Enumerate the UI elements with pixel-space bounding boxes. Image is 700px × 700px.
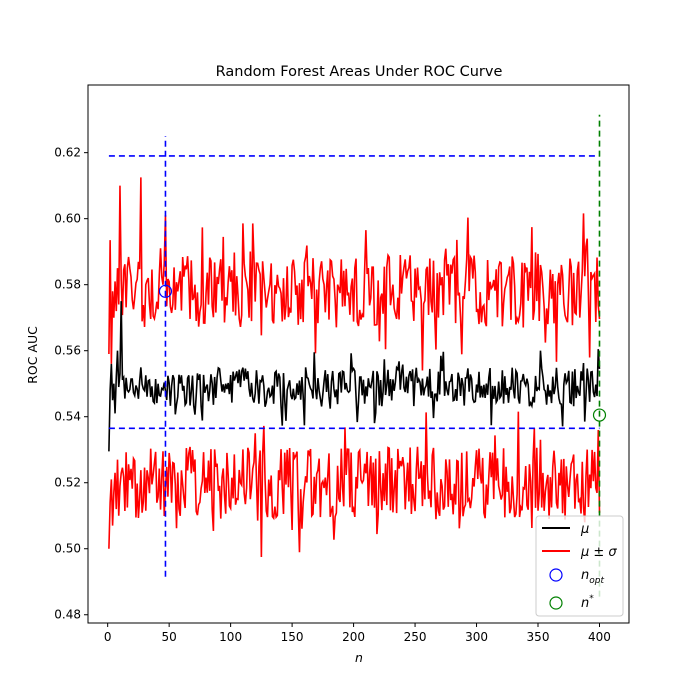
y-axis-label: ROC AUC [25, 326, 40, 384]
legend: μ μ ± σ nopt n* [535, 515, 624, 617]
legend-n-star-marker [549, 596, 563, 610]
marker-n-opt [158, 284, 173, 298]
y-tick-label: 0.56 [54, 344, 81, 358]
plot-area [87, 84, 630, 624]
legend-box [535, 515, 624, 617]
x-tick-label: 300 [465, 630, 488, 644]
x-tick-label: 100 [219, 630, 242, 644]
y-tick-label: 0.62 [54, 146, 81, 160]
marker-n-star [592, 408, 607, 422]
legend-n-opt-marker [549, 568, 563, 582]
series-mean-line [108, 301, 601, 452]
y-tick-label: 0.58 [54, 278, 81, 292]
legend-n-opt-label: nopt [581, 568, 604, 586]
legend-mu-sigma-label: μ ± σ [580, 545, 617, 560]
axes-frame [87, 84, 630, 624]
y-tick-label: 0.52 [54, 476, 81, 490]
y-tick-label: 0.50 [54, 542, 81, 556]
x-tick-label: 150 [281, 630, 304, 644]
x-tick-label: 50 [162, 630, 177, 644]
x-tick-label: 0 [104, 630, 112, 644]
x-tick-label: 350 [527, 630, 550, 644]
x-tick-label: 250 [404, 630, 427, 644]
x-axis-label: n [355, 650, 363, 665]
y-tick-label: 0.60 [54, 212, 81, 226]
y-axis-ticks: 0.48 0.50 0.52 0.54 0.56 0.58 0.60 0.62 [54, 146, 88, 622]
y-tick-label: 0.48 [54, 608, 81, 622]
series-lower-line [108, 411, 601, 557]
x-tick-label: 400 [588, 630, 611, 644]
x-tick-label: 200 [342, 630, 365, 644]
y-tick-label: 0.54 [54, 410, 81, 424]
series-upper-line [108, 177, 601, 371]
legend-n-star-label: n* [581, 594, 594, 611]
x-axis-ticks: 0 50 100 150 200 250 300 350 400 [104, 623, 611, 644]
legend-mu-label: μ [580, 522, 589, 537]
chart-title: Random Forest Areas Under ROC Curve [216, 64, 503, 80]
